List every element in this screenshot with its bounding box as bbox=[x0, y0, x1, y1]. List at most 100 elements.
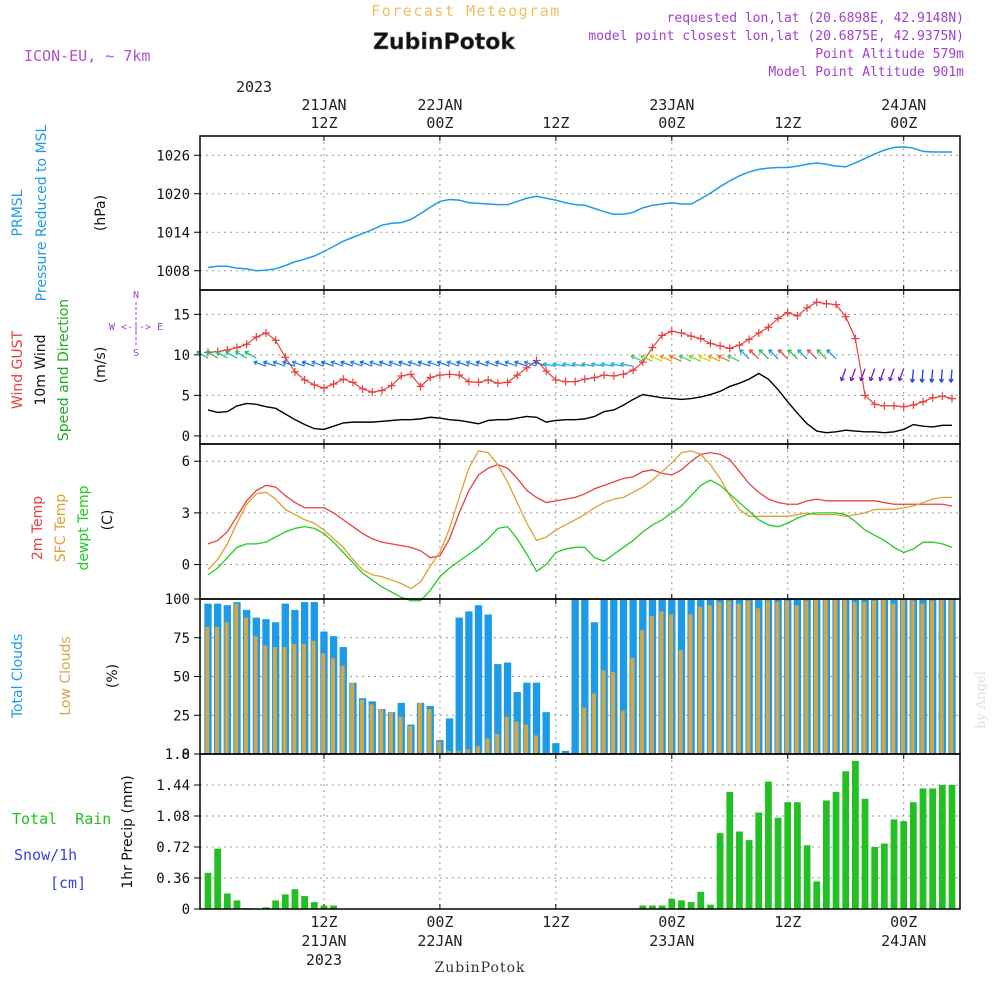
gust-marker bbox=[793, 311, 802, 320]
ytick-label-wind: 15 bbox=[173, 307, 190, 323]
compass-n: N bbox=[133, 290, 139, 301]
gust-marker bbox=[629, 366, 638, 375]
rain-bar bbox=[320, 905, 328, 909]
gust-marker bbox=[484, 375, 493, 384]
top-axis-date: 22JAN bbox=[417, 96, 462, 114]
gust-marker bbox=[387, 381, 396, 390]
gust-marker bbox=[551, 375, 560, 384]
ytick-label-precip: 0.36 bbox=[156, 871, 190, 887]
wind-arrow-head bbox=[417, 360, 423, 366]
wind-arrow-head bbox=[320, 360, 326, 366]
gust-marker bbox=[890, 401, 899, 410]
gust-marker bbox=[919, 397, 928, 406]
panel-border-pressure bbox=[199, 135, 961, 291]
gust-marker bbox=[426, 373, 435, 382]
wind-direction-arrow bbox=[235, 351, 247, 359]
wind-arrow-head bbox=[407, 360, 413, 366]
top-axis-hour: 00Z bbox=[426, 114, 453, 132]
low-cloud-bar bbox=[852, 602, 857, 754]
low-cloud-bar bbox=[475, 746, 480, 754]
wind-arrow-head bbox=[225, 350, 230, 356]
wind-direction-arrow bbox=[600, 363, 614, 367]
panel-precip: 0 0.36 0.72 1.08 1.44 1.8 bbox=[156, 747, 960, 918]
ytick-label-precip: 1.08 bbox=[156, 809, 190, 825]
low-cloud-bar bbox=[698, 606, 703, 754]
gust-marker bbox=[232, 343, 241, 352]
low-cloud-bar bbox=[292, 643, 297, 754]
temp-unit: (C) bbox=[100, 510, 116, 531]
low-cloud-bar bbox=[379, 709, 384, 754]
gust-marker bbox=[600, 371, 609, 380]
wind-direction-arrow bbox=[807, 349, 818, 360]
wind-direction-arrow bbox=[797, 349, 808, 360]
gust-marker bbox=[522, 363, 531, 372]
low-cloud-bar bbox=[900, 599, 906, 754]
wind-direction-arrow bbox=[911, 369, 914, 383]
rain-bar bbox=[861, 798, 869, 909]
precip-labels: Total Rain Snow/1h [cm] 1hr Precip (mm) bbox=[12, 775, 136, 892]
wind-direction-arrow bbox=[301, 361, 315, 367]
wind-direction-arrow bbox=[921, 369, 924, 383]
panel-pressure: 1008 1014 1020 1026 bbox=[156, 136, 960, 290]
wind-direction-arrow bbox=[859, 368, 866, 382]
ytick-label-pressure: 1014 bbox=[156, 225, 190, 241]
top-axis-hour: 00Z bbox=[890, 114, 917, 132]
wind-arrow-head bbox=[678, 354, 684, 360]
low-cloud-bar bbox=[659, 611, 664, 754]
gust-marker bbox=[319, 384, 328, 393]
wind-arrow-head bbox=[514, 360, 519, 366]
wind-arrow-head bbox=[619, 361, 625, 368]
low-cloud-bar bbox=[843, 599, 848, 754]
wind-arrow-head bbox=[311, 360, 316, 366]
gust-marker bbox=[716, 341, 725, 350]
wind-arrow-head bbox=[600, 361, 605, 368]
wind-direction-arrow bbox=[427, 361, 441, 367]
wind-direction-arrow bbox=[739, 349, 750, 360]
low-cloud-bar bbox=[688, 614, 693, 754]
wind-arrow-head bbox=[748, 349, 754, 354]
rain-bar bbox=[301, 896, 309, 909]
wind-direction-arrow bbox=[778, 349, 789, 360]
wind-arrow-head bbox=[369, 360, 374, 366]
ytick-label-wind: 0 bbox=[182, 429, 190, 445]
gust-marker bbox=[348, 378, 357, 387]
wind-arrow-head bbox=[552, 361, 557, 368]
precip-label-snow: Snow/1h bbox=[14, 846, 77, 864]
rain-bar bbox=[890, 819, 898, 909]
rain-bar bbox=[765, 781, 772, 909]
low-cloud-bar bbox=[611, 671, 616, 754]
bottom-axis-label: 00Z bbox=[658, 913, 685, 931]
ytick-label-clouds: 100 bbox=[165, 592, 190, 608]
wind-arrow-head bbox=[475, 360, 481, 366]
rain-bar bbox=[813, 881, 821, 909]
rain-bar bbox=[330, 905, 337, 909]
low-cloud-bar bbox=[823, 599, 828, 754]
gust-marker bbox=[445, 370, 454, 379]
rain-bar bbox=[639, 905, 647, 909]
low-cloud-bar bbox=[785, 600, 790, 754]
rain-bar bbox=[938, 785, 946, 909]
wind-arrow-head bbox=[859, 376, 865, 382]
wind-direction-arrow bbox=[504, 361, 518, 367]
wind-direction-arrow bbox=[311, 361, 325, 367]
wind-arrow-head bbox=[378, 360, 384, 366]
wind-arrow-head bbox=[340, 360, 345, 366]
wind-arrow-head bbox=[698, 354, 703, 360]
total-cloud-bar bbox=[581, 599, 589, 754]
gust-marker bbox=[493, 379, 502, 388]
ytick-label-precip: 0.72 bbox=[156, 840, 190, 856]
bottom-axis-label: 24JAN bbox=[881, 932, 926, 950]
rain-bar bbox=[658, 905, 666, 909]
wind-arrow-head bbox=[272, 360, 278, 366]
wind-direction-arrow bbox=[340, 361, 354, 367]
gust-marker bbox=[745, 335, 754, 344]
gust-marker bbox=[513, 371, 522, 380]
rain-bar bbox=[803, 845, 811, 909]
low-cloud-bar bbox=[456, 750, 461, 754]
wind-direction-arrow bbox=[206, 351, 218, 359]
wind-arrow-head bbox=[688, 354, 694, 360]
rain-bar bbox=[745, 840, 753, 909]
gust-marker bbox=[406, 370, 415, 379]
total-cloud-bar bbox=[484, 614, 492, 754]
